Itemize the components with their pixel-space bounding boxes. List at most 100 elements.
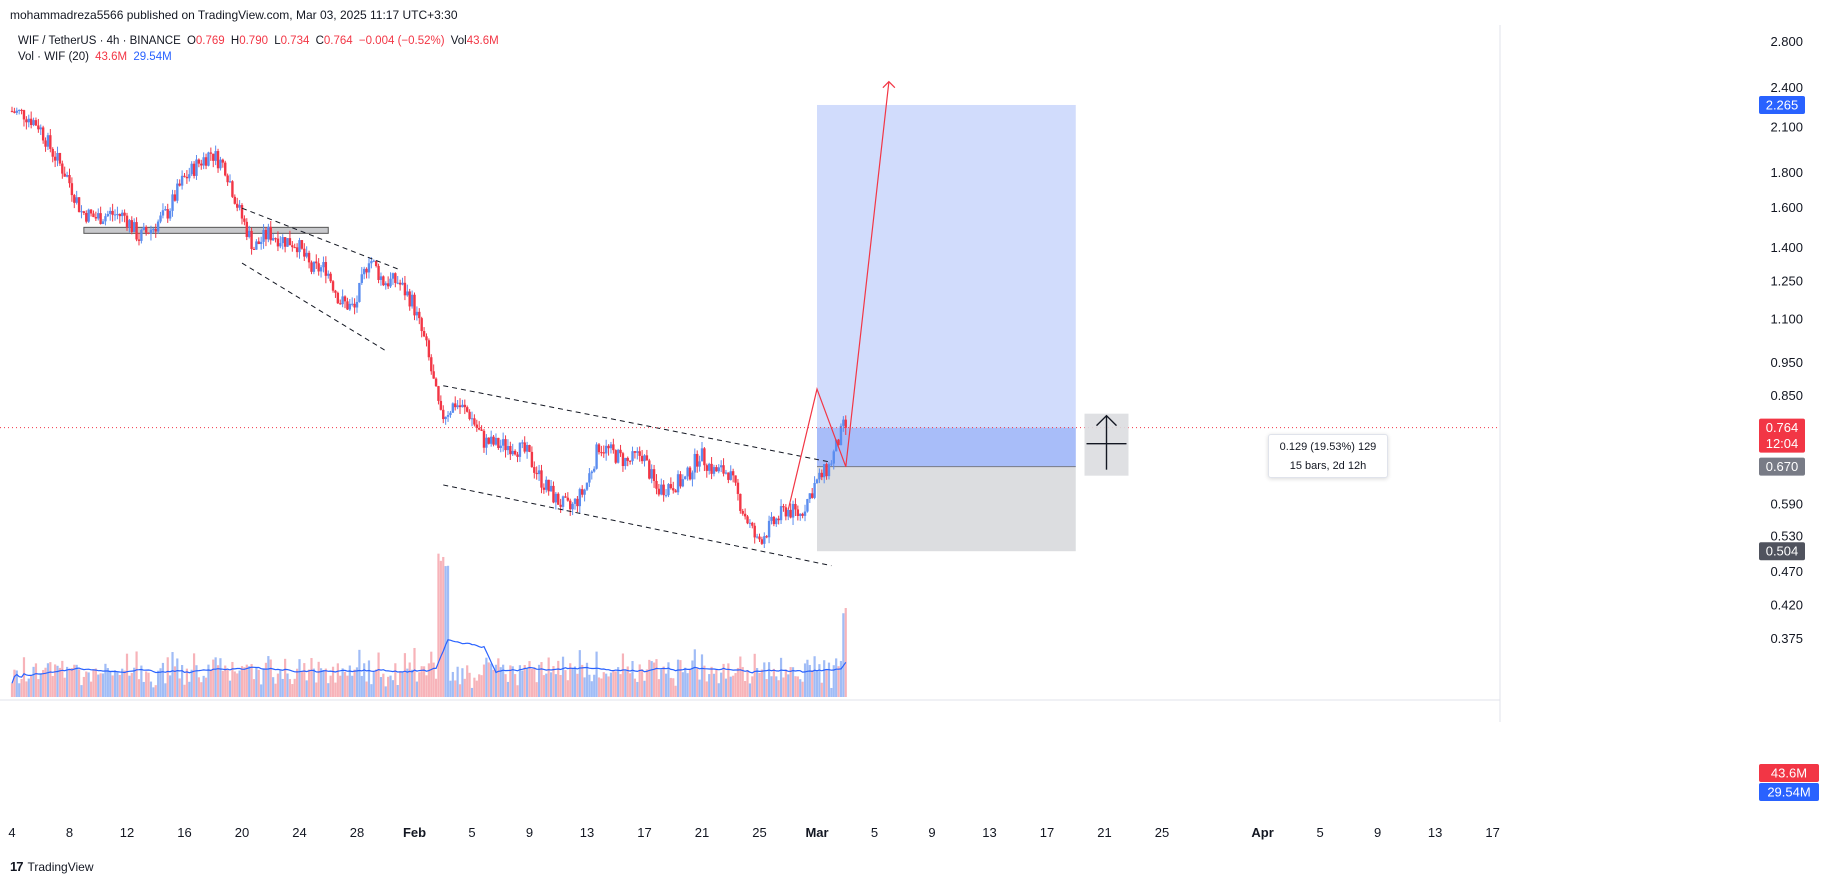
- volume-bar: [427, 663, 430, 697]
- candle-body: [99, 213, 102, 224]
- candle-body: [487, 437, 490, 444]
- volume-bar: [183, 684, 186, 697]
- candle-body: [434, 378, 438, 387]
- candle-body: [113, 214, 117, 216]
- volume-bar: [27, 678, 30, 697]
- volume-bar: [633, 678, 637, 697]
- volume-bar: [30, 675, 33, 697]
- last-price-tag-bg: [1759, 418, 1805, 453]
- candle-body: [209, 152, 213, 154]
- volume-bar: [13, 669, 16, 697]
- candle-body: [276, 238, 280, 247]
- volume-bar: [832, 665, 835, 697]
- volume-tag: 43.6M: [1771, 766, 1807, 781]
- candle-body: [454, 403, 457, 408]
- change-value: −0.004 (−0.52%): [358, 35, 445, 47]
- volume-bar: [746, 669, 749, 697]
- volume-indicator-value: 43.6M: [95, 51, 128, 63]
- candle-body: [207, 152, 210, 166]
- volume-bar: [636, 681, 639, 697]
- candle-body: [674, 490, 677, 493]
- stop-zone: [817, 466, 1076, 552]
- volume-bar: [159, 668, 162, 697]
- candle-body: [224, 162, 227, 176]
- volume-bar: [583, 677, 586, 697]
- candle-body: [183, 175, 186, 177]
- candle-body: [672, 488, 675, 491]
- volume-bar: [152, 687, 155, 697]
- candle-body: [523, 442, 526, 452]
- volume-bar: [458, 684, 462, 697]
- volume-bar: [15, 670, 18, 697]
- volume-bar: [355, 667, 359, 697]
- candle-body: [595, 444, 598, 469]
- tradingview-footer[interactable]: 17 TradingView: [10, 859, 94, 874]
- volume-bar: [600, 678, 603, 697]
- candle-body: [156, 221, 160, 232]
- volume-bar: [779, 657, 783, 697]
- volume-ma-line: [11, 639, 847, 684]
- candle-body: [20, 109, 23, 111]
- volume-bar: [118, 674, 121, 697]
- volume-bar: [34, 663, 38, 697]
- candle-body: [247, 230, 251, 237]
- candle-body: [779, 506, 783, 521]
- volume-bar: [85, 671, 88, 697]
- candle-body: [63, 173, 66, 177]
- candle-body: [638, 451, 641, 456]
- volume-bar: [482, 664, 486, 697]
- volume-bar: [343, 671, 347, 697]
- volume-bar: [46, 663, 50, 697]
- candle-body: [245, 221, 248, 237]
- candle-body: [351, 303, 354, 305]
- support-zone: [83, 226, 329, 234]
- volume-bar: [526, 668, 529, 697]
- candle-body: [281, 237, 284, 244]
- y-tick-label: 0.530: [1770, 528, 1803, 543]
- candle-body: [140, 229, 143, 241]
- candle-body: [626, 457, 629, 461]
- volume-bar: [204, 677, 208, 697]
- volume-ma-value: 29.54M: [133, 51, 172, 63]
- candle-body: [56, 152, 59, 161]
- volume-bar: [813, 656, 816, 697]
- candle-body: [763, 536, 766, 544]
- volume-bar: [818, 664, 821, 697]
- candle-body: [164, 209, 167, 211]
- volume-bar: [312, 668, 315, 697]
- candle-body: [616, 449, 620, 463]
- volume-bar: [255, 667, 258, 697]
- candle-body: [583, 489, 586, 495]
- candle-body: [799, 513, 802, 516]
- candle-body: [796, 509, 800, 516]
- volume-bars: [10, 553, 847, 697]
- candle-body: [636, 451, 639, 453]
- candle-body: [755, 536, 759, 538]
- volume-bar: [674, 685, 677, 697]
- volume-bar: [523, 665, 526, 697]
- volume-bar: [830, 687, 833, 697]
- volume-bar: [432, 662, 435, 697]
- volume-bar: [700, 654, 704, 697]
- volume-bar: [161, 662, 165, 697]
- volume-bar: [269, 659, 272, 697]
- y-tick-label: 1.800: [1770, 165, 1803, 180]
- volume-bar: [585, 662, 589, 697]
- candle-body: [446, 415, 450, 417]
- candle-body: [288, 238, 292, 246]
- candle-body: [657, 488, 661, 495]
- candle-body: [295, 247, 299, 253]
- y-tick-label: 0.950: [1770, 355, 1803, 370]
- candle-body: [719, 465, 723, 468]
- volume-bar: [257, 669, 260, 697]
- volume-bar: [753, 653, 756, 697]
- candle-body: [109, 210, 112, 214]
- candle-body: [413, 294, 416, 316]
- close-value: 0.764: [323, 35, 353, 47]
- volume-bar: [111, 675, 114, 697]
- candle-body: [219, 159, 222, 169]
- volume-bar: [782, 677, 785, 697]
- measure-tooltip: 0.129 (19.53%) 129 15 bars, 2d 12h: [1268, 434, 1388, 478]
- volume-bar: [109, 671, 112, 697]
